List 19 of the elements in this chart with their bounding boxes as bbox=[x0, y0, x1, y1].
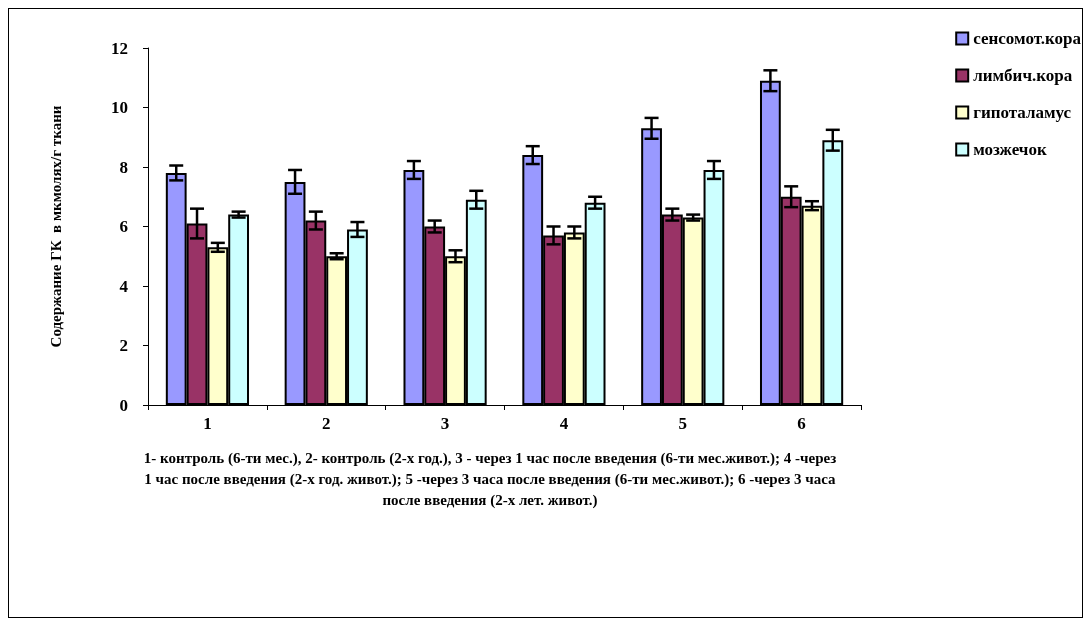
legend-label: мозжечок bbox=[973, 140, 1047, 159]
legend-label: гипоталамус bbox=[973, 103, 1072, 122]
y-tick-label: 0 bbox=[119, 395, 128, 415]
x-tick-label: 4 bbox=[559, 414, 569, 433]
x-tick-label: 6 bbox=[797, 414, 806, 433]
x-tick-label: 2 bbox=[322, 414, 331, 433]
y-tick-label: 8 bbox=[119, 157, 128, 177]
x-tick-label: 3 bbox=[440, 414, 450, 433]
y-tick-label: 2 bbox=[119, 336, 128, 355]
text: 1- контроль (6-ти мес.), 2- контроль (2-х год.), 3 - через 1 час после введения (6-ти мес.живот.); 4 -через 1 час после введения (2-х год. живот.); 5 -через 3 часа после введения (6-ти мес.живот.); 6 -через 3 часа после введения (2-х лет. живот.) bbox=[142, 449, 838, 510]
x-tick-label: 1 bbox=[203, 414, 212, 433]
y-tick-label: 12 bbox=[111, 38, 128, 58]
y-tick-label: 10 bbox=[111, 98, 128, 117]
legend-label: лимбич.кора bbox=[973, 66, 1073, 85]
y-tick-label: 4 bbox=[119, 276, 129, 296]
legend-label: сенсомот.кора bbox=[973, 29, 1082, 48]
x-tick-label: 5 bbox=[678, 414, 687, 433]
y-tick-label: 6 bbox=[119, 217, 128, 236]
y-axis-title: Содержание ГК в мкмолях/г ткани bbox=[47, 105, 64, 348]
